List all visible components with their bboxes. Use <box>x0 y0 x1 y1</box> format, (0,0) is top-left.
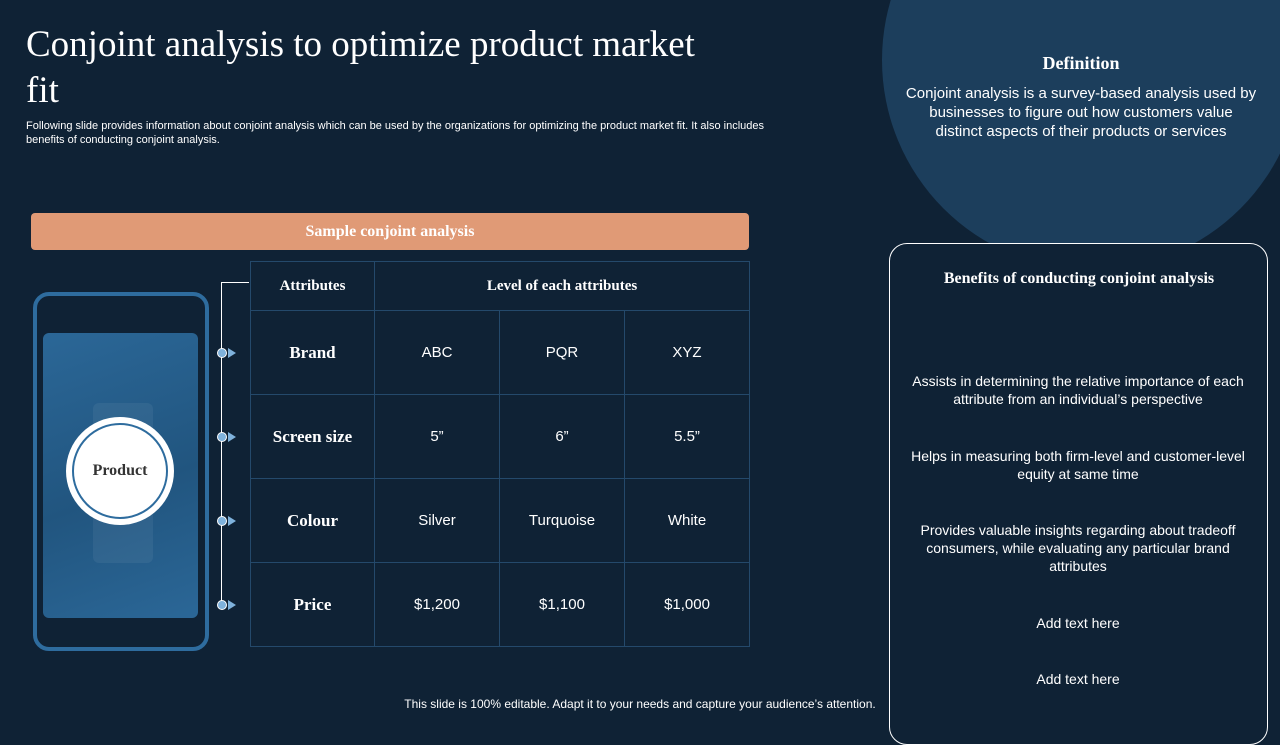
table-cell: 6” <box>499 394 625 479</box>
row-label: Screen size <box>250 394 375 479</box>
benefits-title: Benefits of conducting conjoint analysis <box>943 270 1215 287</box>
connector-dot-price <box>217 600 227 610</box>
table-cell: PQR <box>499 310 625 395</box>
product-label: Product <box>72 423 168 519</box>
arrow-icon <box>228 348 236 358</box>
table-cell: 5” <box>374 394 500 479</box>
header-levels: Level of each attributes <box>373 261 751 311</box>
benefit-item: Add text here <box>1036 671 1120 687</box>
table-row: Screen size 5” 6” 5.5” <box>250 394 751 479</box>
benefit-item: Provides valuable insights regarding abo… <box>920 522 1236 574</box>
table-cell: $1,100 <box>499 562 625 647</box>
table-cell: White <box>623 478 751 563</box>
table-cell: Silver <box>374 478 500 563</box>
table-row: Colour Silver Turquoise White <box>250 478 751 563</box>
table-cell: $1,000 <box>623 562 751 647</box>
connector-line <box>221 282 222 606</box>
benefit-item: Helps in measuring both firm-level and c… <box>911 448 1245 482</box>
slide-subtitle: Following slide provides information abo… <box>26 120 765 146</box>
table-cell: $1,200 <box>374 562 500 647</box>
table-cell: XYZ <box>623 310 751 395</box>
connector-dot-colour <box>217 516 227 526</box>
table-cell: Turquoise <box>499 478 625 563</box>
header-attributes: Attributes <box>250 261 375 311</box>
row-label: Price <box>250 562 375 647</box>
table-header-row: Attributes Level of each attributes <box>250 261 751 311</box>
benefit-item: Assists in determining the relative impo… <box>912 373 1244 407</box>
sample-banner: Sample conjoint analysis <box>31 213 749 250</box>
table-row: Brand ABC PQR XYZ <box>250 310 751 395</box>
row-label: Brand <box>250 310 375 395</box>
conjoint-table: Attributes Level of each attributes Bran… <box>250 261 751 647</box>
footer-note: This slide is 100% editable. Adapt it to… <box>404 697 876 711</box>
connector-dot-screen-size <box>217 432 227 442</box>
benefits-panel <box>889 243 1268 745</box>
connector-top <box>221 282 249 283</box>
benefit-item: Add text here <box>1036 615 1120 631</box>
arrow-icon <box>228 516 236 526</box>
table-row: Price $1,200 $1,100 $1,000 <box>250 562 751 647</box>
table-cell: ABC <box>374 310 500 395</box>
connector-dot-brand <box>217 348 227 358</box>
definition-title: Definition <box>1042 53 1120 73</box>
slide-title: Conjoint analysis to optimize product ma… <box>26 24 695 111</box>
table-cell: 5.5” <box>623 394 751 479</box>
arrow-icon <box>228 600 236 610</box>
arrow-icon <box>228 432 236 442</box>
row-label: Colour <box>250 478 375 563</box>
definition-text: Conjoint analysis is a survey-based anal… <box>905 85 1257 140</box>
